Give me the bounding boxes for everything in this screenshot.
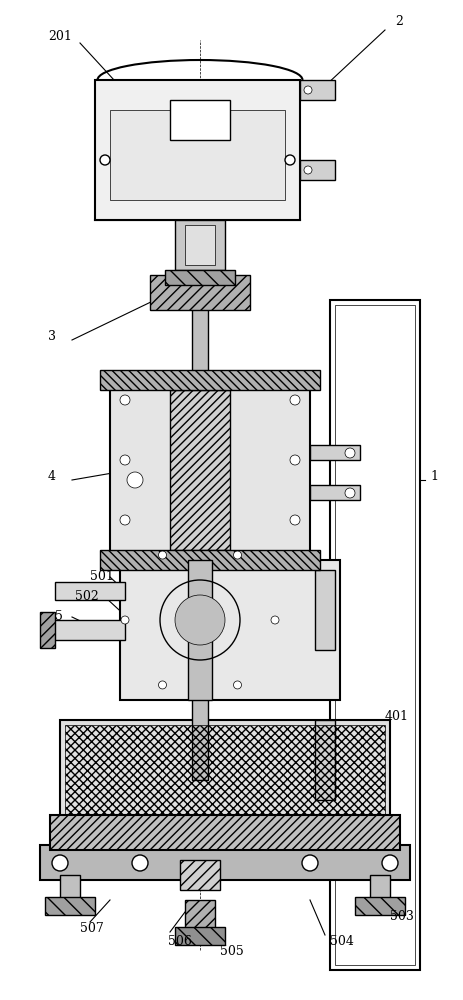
Circle shape bbox=[121, 616, 129, 624]
Circle shape bbox=[233, 551, 242, 559]
Circle shape bbox=[345, 488, 355, 498]
Circle shape bbox=[271, 616, 279, 624]
Bar bbox=[45, 897, 95, 915]
Circle shape bbox=[175, 595, 225, 645]
Circle shape bbox=[100, 155, 110, 165]
Bar bbox=[185, 900, 215, 930]
Text: 503: 503 bbox=[390, 910, 414, 923]
Bar bbox=[50, 815, 400, 850]
Bar bbox=[355, 897, 405, 915]
Bar bbox=[60, 875, 80, 900]
Circle shape bbox=[345, 448, 355, 458]
Circle shape bbox=[120, 515, 130, 525]
Text: 507: 507 bbox=[80, 922, 104, 935]
Circle shape bbox=[120, 395, 130, 405]
Circle shape bbox=[363, 758, 387, 782]
Bar bbox=[310, 445, 360, 460]
Bar bbox=[165, 270, 235, 285]
Bar bbox=[55, 582, 125, 600]
Text: 401: 401 bbox=[385, 710, 409, 723]
Bar bbox=[335, 305, 415, 965]
Bar bbox=[65, 725, 385, 815]
Bar bbox=[330, 300, 420, 970]
Circle shape bbox=[304, 86, 312, 94]
Bar bbox=[170, 390, 230, 550]
Circle shape bbox=[290, 515, 300, 525]
Bar bbox=[95, 80, 300, 220]
Bar bbox=[300, 80, 335, 100]
Circle shape bbox=[304, 166, 312, 174]
Circle shape bbox=[120, 455, 130, 465]
Bar bbox=[185, 225, 215, 265]
Circle shape bbox=[233, 681, 242, 689]
Circle shape bbox=[363, 898, 387, 922]
Bar bbox=[110, 110, 285, 200]
Bar bbox=[315, 720, 335, 800]
Circle shape bbox=[52, 855, 68, 871]
Circle shape bbox=[290, 395, 300, 405]
Text: 4: 4 bbox=[48, 470, 56, 483]
Bar bbox=[100, 550, 320, 570]
Circle shape bbox=[127, 472, 143, 488]
Bar bbox=[175, 927, 225, 945]
Bar bbox=[120, 560, 340, 700]
Circle shape bbox=[132, 855, 148, 871]
Text: 502: 502 bbox=[75, 590, 99, 603]
Text: 501: 501 bbox=[90, 570, 114, 583]
Text: 506: 506 bbox=[168, 935, 192, 948]
Text: 504: 504 bbox=[330, 935, 354, 948]
Bar bbox=[180, 860, 220, 890]
Bar bbox=[110, 380, 310, 560]
Text: 505: 505 bbox=[220, 945, 244, 958]
Circle shape bbox=[363, 538, 387, 562]
Bar bbox=[188, 560, 212, 700]
Bar bbox=[315, 570, 335, 650]
Circle shape bbox=[158, 551, 167, 559]
Bar bbox=[100, 370, 320, 390]
Bar bbox=[150, 275, 250, 310]
Bar bbox=[40, 845, 410, 880]
Bar bbox=[192, 220, 208, 780]
Text: 2: 2 bbox=[395, 15, 403, 28]
Bar bbox=[40, 612, 55, 648]
Circle shape bbox=[285, 155, 295, 165]
Text: 1: 1 bbox=[430, 470, 438, 483]
Text: 201: 201 bbox=[48, 30, 72, 43]
Text: 5: 5 bbox=[55, 610, 63, 623]
Bar bbox=[175, 220, 225, 270]
Circle shape bbox=[290, 455, 300, 465]
Circle shape bbox=[302, 855, 318, 871]
Bar bbox=[60, 720, 390, 820]
Bar bbox=[300, 160, 335, 180]
Bar bbox=[310, 485, 360, 500]
Bar bbox=[170, 100, 230, 140]
Circle shape bbox=[158, 681, 167, 689]
Circle shape bbox=[382, 855, 398, 871]
Bar bbox=[370, 875, 390, 900]
Text: 3: 3 bbox=[48, 330, 56, 343]
Bar bbox=[50, 620, 125, 640]
